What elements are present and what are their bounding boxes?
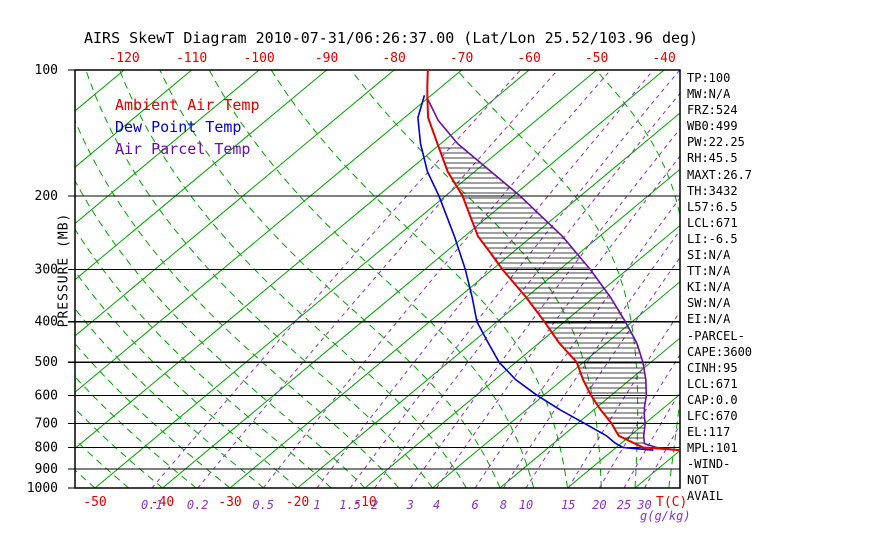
- stats-line: CINH:95: [687, 360, 738, 375]
- mixing-ratio-label: 8: [500, 498, 507, 512]
- axis-labels: -120 -110 -100 -90 -80 -70 -60 -50 -40 -50 -40 -30 -…: [27, 51, 691, 523]
- top-temp-label: -80: [382, 51, 405, 66]
- top-temp-label: -90: [315, 51, 338, 66]
- chart-title: AIRS SkewT Diagram 2010-07-31/06:26:37.0…: [84, 29, 699, 47]
- mixing-ratio-label: 1.5: [339, 498, 361, 512]
- stats-line: TT:N/A: [687, 264, 731, 279]
- top-temp-label: -40: [652, 51, 675, 66]
- pressure-tick-label: 800: [35, 441, 58, 456]
- stats-line: LCL:671: [687, 215, 738, 230]
- stats-line: LFC:670: [687, 408, 738, 423]
- mixing-ratio-label: 0.5: [252, 498, 274, 512]
- mixing-ratio-label: 15: [561, 498, 575, 512]
- pressure-tick-label: 1000: [27, 481, 58, 496]
- top-temp-label: -70: [450, 51, 473, 66]
- dew-point-curve: [417, 95, 654, 451]
- top-temp-label: -120: [108, 51, 139, 66]
- legend-item: Dew Point Temp: [115, 118, 241, 136]
- pressure-tick-label: 500: [35, 355, 58, 370]
- bottom-temp-label: -20: [286, 495, 309, 510]
- parcel-temp-curve: [426, 98, 680, 451]
- pressure-tick-label: 200: [35, 189, 58, 204]
- pressure-tick-label: 300: [35, 262, 58, 277]
- pressure-axis-title: PRESSURE (MB): [56, 212, 72, 328]
- mixing-ratio-label: 30: [636, 498, 651, 512]
- mixing-ratio-label: 0.2: [187, 498, 209, 512]
- stats-line: NOT: [687, 473, 709, 488]
- mixing-ratio-label: 3: [406, 498, 414, 512]
- top-temp-label: -110: [176, 51, 207, 66]
- plot-border: [74, 69, 681, 489]
- stats-line: LI:-6.5: [687, 231, 738, 246]
- stats-panel: TP:100 MW:N/A FRZ:524 WB0:499 PW:22.25 RH:45.…: [687, 70, 752, 505]
- stats-line: TP:100: [687, 71, 731, 85]
- bottom-temp-label: -30: [218, 495, 241, 510]
- stats-line: TH:3432: [687, 183, 738, 198]
- stats-line: WB0:499: [687, 119, 738, 134]
- mixing-ratio-label: 2: [371, 498, 378, 512]
- pressure-tick-label: 100: [35, 63, 58, 78]
- pressure-tick-label: 400: [35, 315, 58, 330]
- sounding-layer: [417, 70, 680, 452]
- stats-line: -PARCEL-: [687, 328, 745, 343]
- stats-line: MPL:101: [687, 441, 738, 456]
- top-temp-label: -60: [517, 51, 540, 66]
- mixing-unit-label: g(g/kg): [640, 509, 691, 523]
- stats-line: MW:N/A: [687, 87, 731, 102]
- stats-line: FRZ:524: [687, 103, 738, 118]
- stats-line: LCL:671: [687, 376, 738, 391]
- stats-line: SI:N/A: [687, 248, 731, 263]
- stats-line: KI:N/A: [687, 280, 731, 295]
- legend-item: Air Parcel Temp: [115, 140, 250, 158]
- pressure-tick-label: 600: [35, 388, 58, 403]
- mixing-ratio-label: 20: [592, 498, 606, 512]
- mixing-ratio-label: 1: [313, 498, 320, 512]
- mixing-ratio-label: 10: [519, 498, 533, 512]
- ambient-temp-curve: [426, 70, 680, 452]
- moist-adiabat-lines: [75, 70, 680, 488]
- plot-background: [75, 70, 680, 488]
- pressure-tick-label: 900: [35, 462, 58, 477]
- bottom-temp-label: -50: [83, 495, 106, 510]
- cape-hatch: [439, 147, 647, 444]
- stats-line: SW:N/A: [687, 296, 731, 311]
- bottom-temp-label: -40: [151, 495, 174, 510]
- pressure-tick-label: 700: [35, 416, 58, 431]
- bottom-temp-label: -10: [353, 495, 376, 510]
- stats-line: L57:6.5: [687, 199, 738, 214]
- stats-line: CAP:0.0: [687, 392, 738, 407]
- stats-line: -WIND-: [687, 457, 731, 472]
- mixing-ratio-lines: [151, 70, 680, 488]
- stats-line: EL:117: [687, 425, 731, 440]
- legend-item: Ambient Air Temp: [115, 96, 260, 114]
- top-temp-label: -100: [243, 51, 274, 66]
- stats-line: EI:N/A: [687, 312, 731, 327]
- stats-line: CAPE:3600: [687, 344, 753, 359]
- stats-line: RH:45.5: [687, 151, 738, 166]
- mixing-ratio-label: 6: [471, 498, 478, 512]
- temp-unit-label: T(C): [656, 495, 687, 510]
- mixing-ratio-label: 25: [617, 498, 631, 512]
- stats-line: PW:22.25: [687, 135, 745, 150]
- top-temp-label: -50: [585, 51, 608, 66]
- stats-line: AVAIL: [687, 489, 724, 504]
- stats-line: MAXT:26.7: [687, 167, 753, 182]
- mixing-ratio-label: 4: [433, 498, 440, 512]
- mixing-ratio-label: 0.1: [141, 498, 163, 512]
